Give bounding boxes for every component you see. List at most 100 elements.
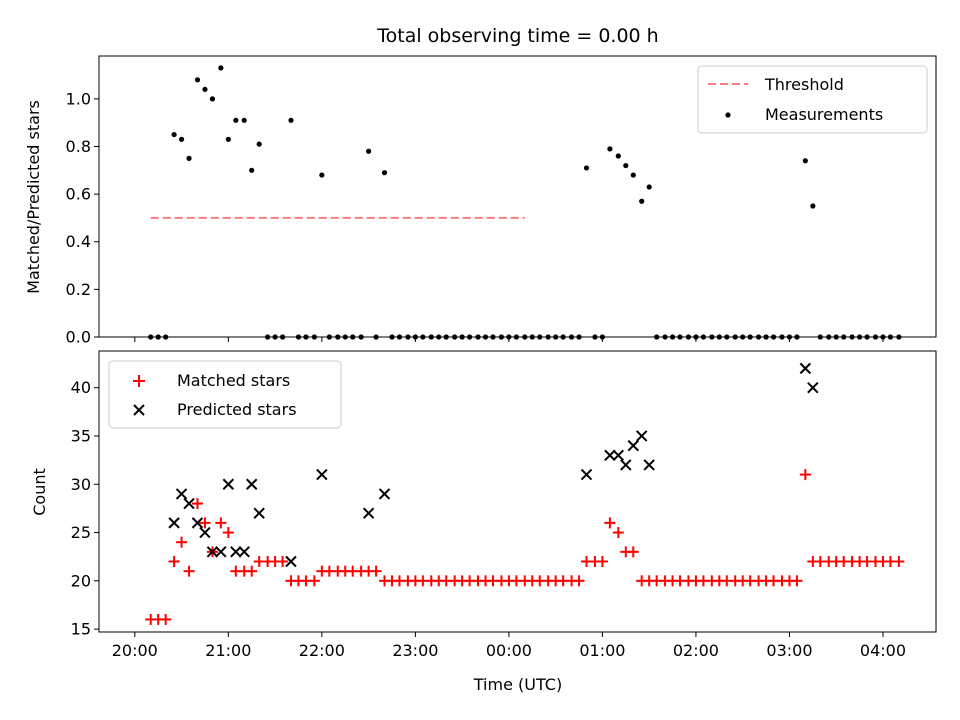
measurement-point <box>786 334 793 340</box>
measurement-point <box>740 334 746 340</box>
measurement-point <box>342 334 348 340</box>
ratio-y-axis-label: Matched/Predicted stars <box>24 100 43 294</box>
measurement-point <box>716 334 722 340</box>
ratio-y-tick-label: 0.0 <box>66 328 91 347</box>
measurement-point <box>849 334 855 340</box>
predicted-star-point <box>612 449 625 461</box>
measurement-point <box>826 334 832 340</box>
measurement-point <box>763 334 769 340</box>
matched-star-point <box>791 575 803 587</box>
measurement-point <box>373 334 379 340</box>
matched-star-point <box>160 613 172 625</box>
measurement-point <box>186 155 192 161</box>
legend-predicted-swatch <box>133 404 145 416</box>
measurement-point <box>256 141 262 147</box>
measurement-point <box>615 153 621 159</box>
measurement-point <box>607 146 613 152</box>
count-y-tick-label: 35 <box>71 426 91 445</box>
measurement-point <box>513 334 519 340</box>
measurement-point <box>732 334 738 340</box>
ratio-panel: 0.0 0.2 0.4 0.6 0.8 1.0 Matched/Predicted sta… <box>24 55 937 347</box>
predicted-star-point <box>246 478 258 490</box>
measurement-point <box>553 334 559 340</box>
measurement-point <box>311 334 317 340</box>
measurement-point <box>755 334 762 340</box>
measurement-point <box>319 172 325 178</box>
predicted-star-point <box>604 449 616 461</box>
measurement-point <box>568 334 575 340</box>
count-marks <box>145 362 905 625</box>
count-legend-box <box>108 360 342 429</box>
x-tick-label: 03:00 <box>766 641 812 660</box>
measurement-point <box>163 334 169 340</box>
measurement-point <box>482 334 489 340</box>
measurement-point <box>639 198 645 204</box>
count-y-ticks: 15 20 25 30 35 40 <box>71 378 99 639</box>
count-y-tick-label: 25 <box>71 523 91 542</box>
ratio-marks <box>148 65 902 340</box>
measurement-point <box>506 334 512 340</box>
predicted-star-point <box>199 526 211 539</box>
ratio-y-tick-label: 0.8 <box>66 137 91 156</box>
measurement-point <box>810 203 816 209</box>
measurement-point <box>475 334 481 340</box>
measurement-point <box>249 167 255 173</box>
measurement-point <box>202 86 208 92</box>
predicted-star-point <box>627 439 639 452</box>
measurement-point <box>662 334 668 340</box>
measurement-point <box>576 334 582 340</box>
measurement-point <box>350 334 356 340</box>
predicted-star-point <box>230 546 242 558</box>
matched-star-point <box>183 565 195 577</box>
ratio-y-tick-label: 0.6 <box>66 185 91 204</box>
measurement-point <box>709 334 715 340</box>
matched-star-point <box>199 517 211 529</box>
predicted-star-point <box>362 507 375 519</box>
predicted-star-point <box>168 517 180 529</box>
measurement-point <box>279 334 286 340</box>
measurement-point <box>428 334 434 340</box>
measurement-point <box>218 65 224 71</box>
matched-star-point <box>370 565 382 577</box>
measurement-point <box>583 165 590 171</box>
measurement-point <box>802 158 808 164</box>
matched-star-point <box>612 527 624 539</box>
measurement-point <box>864 334 870 340</box>
measurement-point <box>396 334 403 340</box>
legend-measurements-swatch <box>725 112 731 118</box>
matched-star-point <box>176 536 188 548</box>
x-tick-label: 21:00 <box>205 641 251 660</box>
measurement-point <box>700 334 707 340</box>
measurement-point <box>155 334 161 340</box>
ratio-y-ticks: 0.0 0.2 0.4 0.6 0.8 1.0 <box>66 89 99 347</box>
measurement-point <box>452 334 458 340</box>
predicted-star-point <box>253 507 265 519</box>
predicted-star-point <box>238 546 250 558</box>
measurement-point <box>630 172 636 178</box>
predicted-star-point <box>378 488 391 500</box>
measurement-point <box>880 334 886 340</box>
measurement-point <box>225 136 231 142</box>
measurement-point <box>841 334 847 340</box>
measurement-point <box>405 334 411 340</box>
measurement-point <box>856 334 863 340</box>
matched-star-point <box>246 565 258 577</box>
predicted-star-point <box>175 488 188 500</box>
predicted-star-point <box>285 555 297 568</box>
predicted-star-point <box>215 546 227 558</box>
measurement-point <box>560 334 566 340</box>
measurement-point <box>747 334 753 340</box>
measurement-point <box>833 334 839 340</box>
measurement-point <box>303 334 309 340</box>
measurement-point <box>770 334 777 340</box>
matched-star-point <box>627 546 639 558</box>
predicted-star-point <box>222 478 235 490</box>
legend-matched-label: Matched stars <box>177 371 290 390</box>
matched-star-point <box>799 469 811 481</box>
measurement-point <box>896 334 902 340</box>
measurement-point <box>537 334 543 340</box>
measurement-point <box>148 334 154 340</box>
legend-matched-swatch <box>133 375 145 387</box>
measurement-point <box>817 334 823 340</box>
count-x-ticks: 20:00 21:00 22:00 23:00 00:00 01:00 02:00 03:00… <box>112 632 906 660</box>
